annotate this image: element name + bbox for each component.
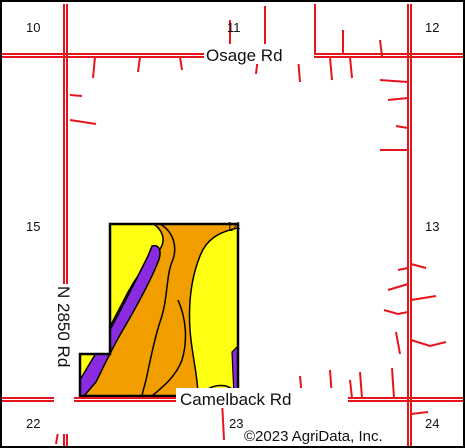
section-number: 12 <box>425 20 439 35</box>
section-number: 13 <box>425 219 439 234</box>
section-number: 22 <box>26 416 40 431</box>
section-number: 23 <box>229 416 243 431</box>
section-number: 11 <box>227 20 241 35</box>
section-number: 24 <box>425 416 439 431</box>
road-label-camelback: Camelback Rd <box>180 390 292 409</box>
section-number: 15 <box>26 219 40 234</box>
road-label-n2850: N 2850 Rd <box>54 286 73 367</box>
copyright-notice: ©2023 AgriData, Inc. <box>244 428 383 445</box>
soil-unit-purple <box>80 244 161 396</box>
field-parcel[interactable] <box>78 222 242 400</box>
soil-boundary <box>151 299 187 396</box>
section-number: 10 <box>26 20 40 35</box>
soil-boundary <box>141 224 176 396</box>
soil-unit-yellow-east <box>188 227 238 396</box>
road-label-osage: Osage Rd <box>206 46 283 65</box>
field-outline <box>78 222 240 398</box>
section-number: 14 <box>226 219 240 234</box>
